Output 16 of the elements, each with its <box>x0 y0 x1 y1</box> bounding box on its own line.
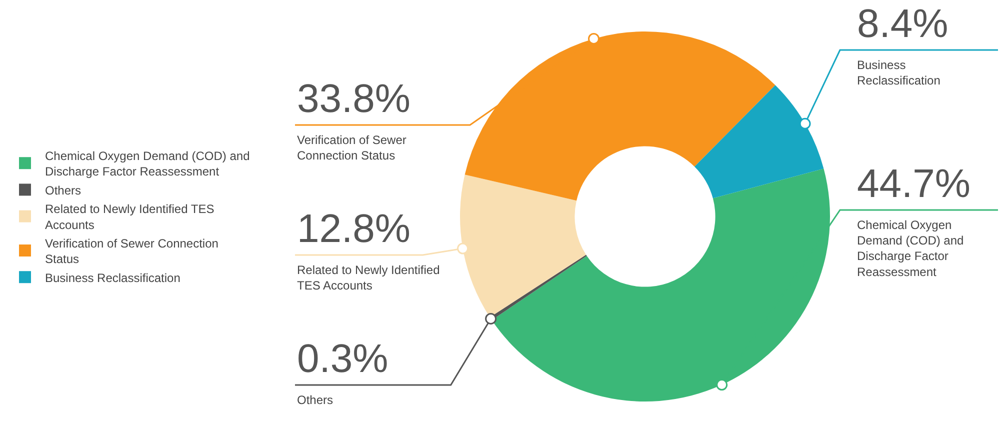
data-label: 44.7% <box>857 162 970 206</box>
slice-label: Chemical Oxygen Demand (COD) and Discharge Factor Reassessment <box>857 218 964 279</box>
legend-label: Related to Newly Identified TES Accounts <box>45 202 214 232</box>
legend-label: Others <box>45 183 82 198</box>
legend-label: Chemical Oxygen Demand (COD) and Discharge Factor Reassessment <box>45 148 250 179</box>
slice-label: Others <box>297 393 334 407</box>
slice-label: Verification of Sewer Connection Status <box>297 133 406 163</box>
legend-label: Verification of Sewer Connection Status <box>45 236 218 266</box>
data-label: 33.8% <box>297 77 410 121</box>
data-label: 12.8% <box>297 207 410 251</box>
slice-label: Business Reclassification <box>857 58 940 88</box>
data-label: 0.3% <box>297 337 388 381</box>
slice-label: Related to Newly Identified TES Accounts <box>297 263 440 293</box>
legend-label: Business Reclassification <box>45 270 180 285</box>
donut-slice <box>694 85 824 198</box>
data-label: 8.4% <box>857 2 948 46</box>
